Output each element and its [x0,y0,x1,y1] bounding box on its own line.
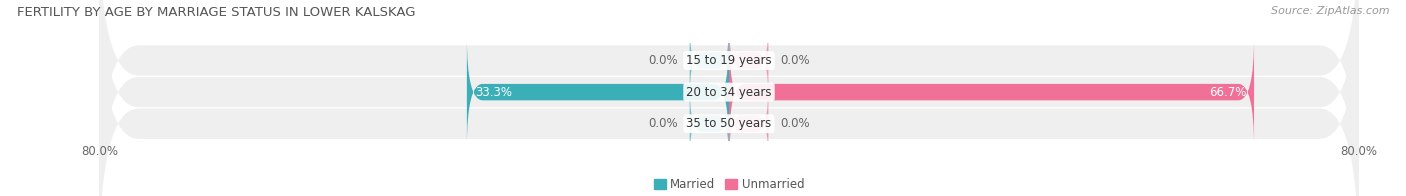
Text: 66.7%: 66.7% [1209,86,1246,99]
FancyBboxPatch shape [728,84,768,163]
Legend: Married, Unmarried: Married, Unmarried [650,173,808,196]
FancyBboxPatch shape [467,37,728,147]
FancyBboxPatch shape [728,37,1254,147]
FancyBboxPatch shape [690,21,728,100]
Text: 15 to 19 years: 15 to 19 years [686,54,772,67]
Text: 20 to 34 years: 20 to 34 years [686,86,772,99]
Text: Source: ZipAtlas.com: Source: ZipAtlas.com [1271,6,1389,16]
FancyBboxPatch shape [728,21,768,100]
Text: 0.0%: 0.0% [780,117,810,130]
Text: FERTILITY BY AGE BY MARRIAGE STATUS IN LOWER KALSKAG: FERTILITY BY AGE BY MARRIAGE STATUS IN L… [17,6,415,19]
Text: 0.0%: 0.0% [648,117,678,130]
Text: 0.0%: 0.0% [648,54,678,67]
FancyBboxPatch shape [100,0,1358,196]
Text: 33.3%: 33.3% [475,86,512,99]
FancyBboxPatch shape [690,84,728,163]
FancyBboxPatch shape [100,0,1358,196]
Text: 35 to 50 years: 35 to 50 years [686,117,772,130]
Text: 0.0%: 0.0% [780,54,810,67]
FancyBboxPatch shape [100,0,1358,196]
